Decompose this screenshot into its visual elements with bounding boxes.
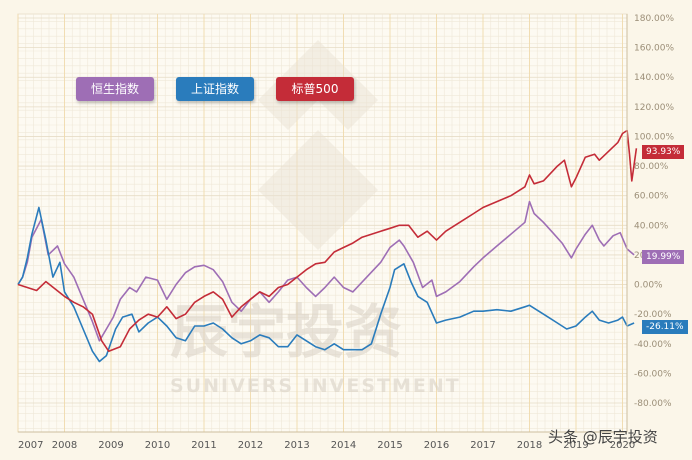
- y-tick-label: -60.00%: [634, 369, 672, 379]
- y-tick-label: 0.00%: [634, 281, 663, 291]
- series-line-hsi: [17, 200, 635, 342]
- x-tick-label: 2012: [238, 440, 263, 451]
- end-label-sp500: 93.93%: [642, 145, 685, 159]
- series-line-sse: [17, 206, 635, 363]
- y-tick-label: 180.00%: [634, 14, 674, 24]
- x-tick-label: 2007: [18, 440, 43, 451]
- series-line-sp500: [17, 129, 638, 352]
- legend-sse-label: 上证指数: [190, 82, 239, 96]
- x-tick-label: 2018: [517, 440, 542, 451]
- x-axis-ticks: 2007 2008 2009 2010 2011 2012 2013 2014 2015 2016…: [18, 440, 635, 451]
- y-tick-label: 40.00%: [634, 221, 669, 231]
- y-tick-label: 60.00%: [634, 192, 669, 202]
- watermark-brand-cn: 辰宇投资: [170, 298, 402, 366]
- y-tick-label: 120.00%: [634, 103, 674, 113]
- x-tick-label: 2009: [98, 440, 123, 451]
- y-tick-label: 140.00%: [634, 73, 674, 83]
- x-tick-label: 2014: [331, 440, 356, 451]
- x-tick-label: 2010: [145, 440, 170, 451]
- legend-hsi-label: 恒生指数: [90, 82, 139, 96]
- legend-sp500: 标普500: [276, 77, 354, 101]
- x-tick-label: 2011: [191, 440, 216, 451]
- y-tick-label: 100.00%: [634, 132, 674, 142]
- x-tick-label: 2020: [610, 440, 635, 451]
- end-label-hsi: 19.99%: [642, 250, 685, 264]
- watermark-brand-en: SUNIVERS INVESTMENT: [170, 375, 461, 397]
- y-tick-label: -80.00%: [634, 399, 672, 409]
- legend-sp500-label: 标普500: [291, 82, 339, 96]
- y-tick-label: -20.00%: [634, 310, 672, 320]
- end-label-sse: -26.11%: [642, 320, 688, 334]
- x-tick-label: 2013: [284, 440, 309, 451]
- x-tick-label: 2016: [424, 440, 449, 451]
- grid-lines: [17, 13, 627, 432]
- y-tick-label: 80.00%: [634, 162, 669, 172]
- source-credit: 头条 @辰宇投资: [548, 428, 658, 446]
- legend-hsi: 恒生指数: [76, 77, 154, 101]
- x-tick-label: 2017: [470, 440, 495, 451]
- y-tick-label: 160.00%: [634, 44, 674, 54]
- x-tick-label: 2019: [563, 440, 588, 451]
- x-tick-label: 2015: [377, 440, 402, 451]
- legend-sse: 上证指数: [176, 77, 254, 101]
- x-tick-label: 2008: [52, 440, 77, 451]
- y-tick-label: -40.00%: [634, 340, 672, 350]
- series-lines: [17, 129, 638, 363]
